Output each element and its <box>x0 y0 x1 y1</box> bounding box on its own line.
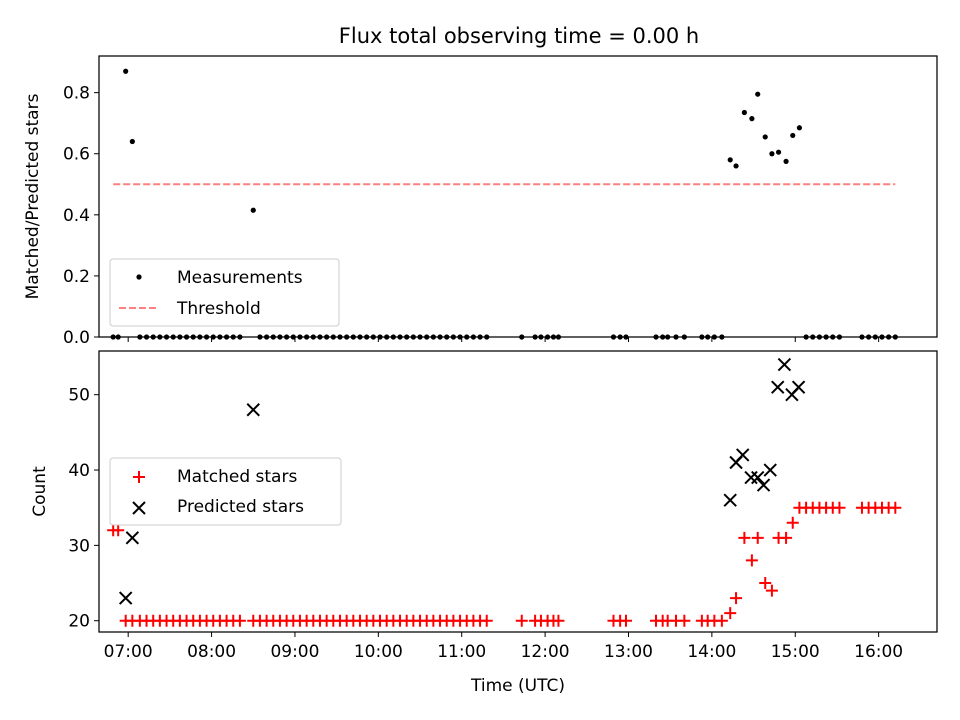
legend-measurements-marker <box>136 274 142 280</box>
matched-star-point <box>715 614 728 627</box>
legend-measurements-label: Measurements <box>177 268 303 288</box>
x-tick-label: 09:00 <box>270 642 319 662</box>
legend-predicted-marker <box>132 501 146 515</box>
legend-predicted-label: Predicted stars <box>177 497 304 517</box>
measurement-point <box>741 109 747 116</box>
chart-title: Flux total observing time = 0.00 h <box>339 24 699 48</box>
x-tick-label: 10:00 <box>354 642 403 662</box>
ratio-y-axis-label: Matched/Predicted stars <box>23 93 43 299</box>
matched-star-point <box>730 592 743 605</box>
x-tick-label: 15:00 <box>771 642 820 662</box>
predicted-star-point <box>125 531 140 545</box>
measurement-point <box>796 125 803 131</box>
legend-matched-marker <box>133 471 145 483</box>
matched-star-point <box>759 577 772 590</box>
matched-star-point <box>738 531 751 544</box>
ratio-legend-box <box>109 258 340 327</box>
y-tick-label: 50 <box>68 386 90 406</box>
predicted-star-point <box>791 380 806 394</box>
y-tick-label: 0.0 <box>63 328 90 348</box>
x-tick-label: 12:00 <box>521 642 570 662</box>
measurement-point <box>790 132 796 139</box>
matched-star-point <box>112 524 125 537</box>
x-tick-label: 11:00 <box>437 642 486 662</box>
ratio-panel: 0.00.20.40.60.8 Matched/Predicted stars … <box>23 55 938 348</box>
matched-star-point <box>780 531 793 544</box>
count-legend-box <box>109 457 342 526</box>
matched-star-point <box>786 516 799 529</box>
matched-star-point <box>889 501 902 514</box>
predicted-star-point <box>246 403 260 417</box>
measurement-point <box>733 163 739 169</box>
x-tick-label: 14:00 <box>687 642 736 662</box>
measurement-point <box>727 157 733 163</box>
predicted-star-point <box>723 493 737 507</box>
measurement-point <box>123 68 129 74</box>
predicted-star-point <box>736 448 750 462</box>
predicted-star-point <box>777 357 792 372</box>
y-tick-label: 20 <box>68 612 90 632</box>
matched-star-point <box>765 584 778 597</box>
measurement-point <box>783 158 789 164</box>
count-legend: Matched stars Predicted stars <box>109 457 342 526</box>
predicted-star-point <box>751 470 765 485</box>
x-tick-label: 07:00 <box>104 642 153 662</box>
measurement-point <box>755 91 761 97</box>
x-tick-label: 08:00 <box>187 642 236 662</box>
matched-star-point <box>552 614 565 627</box>
matched-star-point <box>745 554 758 567</box>
predicted-star-point <box>771 380 785 394</box>
matched-star-point <box>619 614 632 627</box>
legend-threshold-label: Threshold <box>176 299 261 319</box>
predicted-star-point <box>118 591 133 605</box>
count-y-axis-label: Count <box>30 466 50 517</box>
matched-star-point <box>724 607 737 620</box>
matched-star-point <box>233 614 246 627</box>
count-panel: 20 30 40 50 07:00 08:00 09:00 10:00 11:00 12:00 13… <box>30 350 938 696</box>
measurement-point <box>250 207 256 213</box>
matched-star-point <box>678 614 691 627</box>
y-tick-label: 40 <box>68 461 90 481</box>
ratio-legend: Measurements Threshold <box>109 258 340 327</box>
matched-star-point <box>751 531 764 544</box>
x-tick-label: 16:00 <box>854 642 903 662</box>
y-tick-label: 0.4 <box>63 206 90 226</box>
y-tick-label: 0.6 <box>63 145 90 165</box>
matched-star-point <box>515 614 528 627</box>
predicted-star-point <box>756 478 771 492</box>
y-tick-label: 0.2 <box>63 267 90 287</box>
measurement-point <box>749 116 755 122</box>
count-plot-frame <box>98 350 938 633</box>
measurement-point <box>762 134 768 140</box>
measurement-point <box>775 149 782 155</box>
measurement-point <box>129 138 135 145</box>
measurement-point <box>769 151 775 157</box>
x-axis-label: Time (UTC) <box>470 676 565 696</box>
matched-star-point <box>833 501 846 514</box>
matched-star-point <box>480 614 493 627</box>
y-tick-label: 30 <box>68 536 90 556</box>
y-tick-label: 0.8 <box>63 84 90 104</box>
x-tick-label: 13:00 <box>604 642 653 662</box>
predicted-star-point <box>763 463 777 477</box>
ratio-plot-frame <box>98 55 938 338</box>
legend-matched-label: Matched stars <box>177 467 297 487</box>
